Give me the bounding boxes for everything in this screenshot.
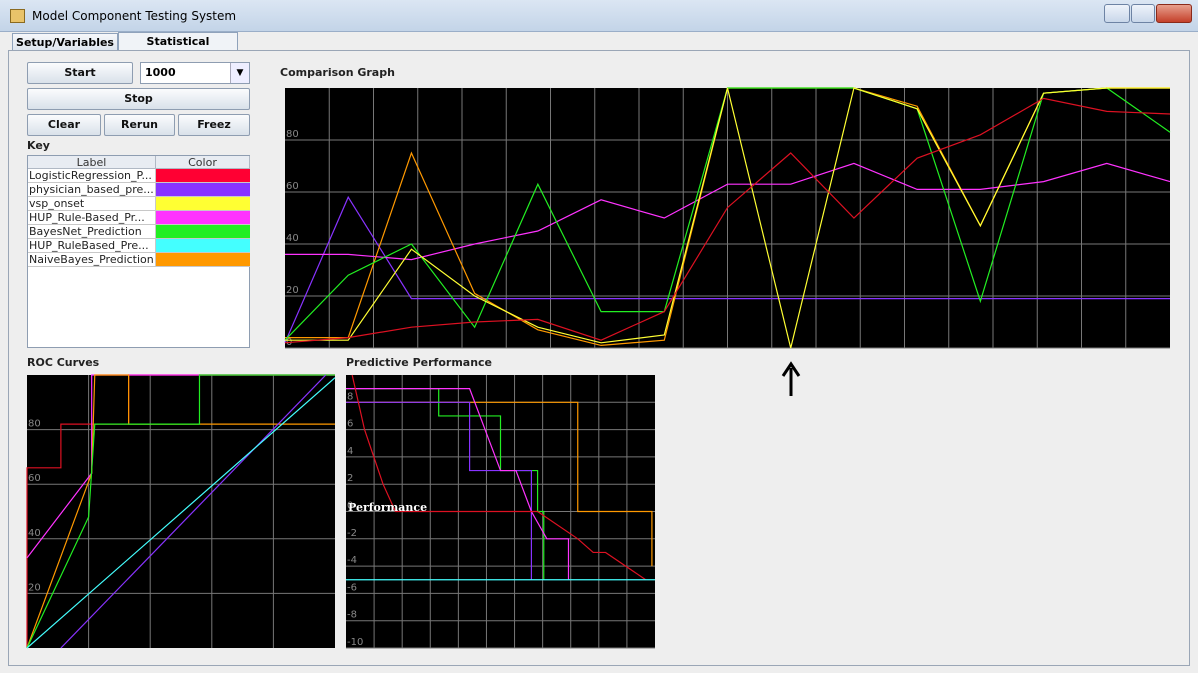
window-title: Model Component Testing System bbox=[32, 9, 237, 23]
key-label: vsp_onset bbox=[28, 197, 156, 211]
y-tick-label: 4 bbox=[347, 446, 353, 457]
key-color bbox=[156, 183, 250, 197]
key-label: HUP_RuleBased_Pre... bbox=[28, 239, 156, 253]
count-combo[interactable]: 1000 ▼ bbox=[140, 62, 250, 84]
y-tick-label: -8 bbox=[347, 610, 357, 621]
y-tick-label: 40 bbox=[286, 233, 299, 244]
title-bar bbox=[0, 0, 1198, 32]
key-label: LogisticRegression_P... bbox=[28, 169, 156, 183]
key-label: HUP_Rule-Based_Pr... bbox=[28, 211, 156, 225]
y-tick-label: 0 bbox=[347, 501, 353, 512]
series-line bbox=[346, 401, 653, 567]
y-tick-label: -4 bbox=[347, 555, 357, 566]
combo-arrow[interactable]: ▼ bbox=[230, 63, 249, 83]
key-color bbox=[156, 197, 250, 211]
combo-value: 1000 bbox=[145, 66, 176, 79]
start-button[interactable]: Start bbox=[27, 62, 133, 84]
series-line bbox=[346, 401, 533, 580]
series-line bbox=[284, 195, 1170, 344]
key-color bbox=[156, 253, 250, 267]
arrow bbox=[781, 361, 801, 396]
annotation: Performance bbox=[348, 501, 427, 514]
y-tick-label: -2 bbox=[347, 528, 357, 539]
y-tick-label: 6 bbox=[347, 419, 353, 430]
key-label: physician_based_pre... bbox=[28, 183, 156, 197]
key-color bbox=[156, 211, 250, 225]
key-header: Color bbox=[156, 156, 250, 169]
y-tick-label: 20 bbox=[286, 285, 299, 296]
close-button[interactable] bbox=[1156, 4, 1192, 23]
stop-button[interactable]: Stop bbox=[27, 88, 250, 110]
chart-title: Predictive Performance bbox=[346, 356, 493, 369]
y-tick-label: -6 bbox=[347, 582, 357, 593]
series-line bbox=[26, 374, 335, 649]
key-color bbox=[156, 239, 250, 253]
key-color bbox=[156, 225, 250, 239]
y-tick-label: 20 bbox=[28, 582, 41, 593]
y-tick-label: 80 bbox=[28, 419, 41, 430]
key-table: Label Color LogisticRegression_P... physi… bbox=[27, 155, 250, 348]
series-line bbox=[284, 97, 1171, 344]
series-line bbox=[285, 162, 1171, 261]
series-line bbox=[285, 87, 1170, 349]
key-header: Label bbox=[28, 156, 156, 169]
y-tick-label: 80 bbox=[286, 129, 299, 140]
tab[interactable]: Setup/Variables bbox=[12, 33, 118, 51]
y-tick-label: 2 bbox=[347, 473, 353, 484]
chart-title: Comparison Graph bbox=[280, 66, 395, 79]
clear-button[interactable]: Clear bbox=[27, 114, 101, 136]
freeze-button[interactable]: Freez bbox=[178, 114, 250, 136]
series-line bbox=[346, 388, 570, 580]
key-label: NaiveBayes_Prediction bbox=[28, 253, 156, 267]
key-title: Key bbox=[27, 139, 50, 152]
app-icon bbox=[10, 9, 25, 23]
minimize-button[interactable] bbox=[1104, 4, 1130, 23]
chart-title: ROC Curves bbox=[27, 356, 100, 369]
y-tick-label: 40 bbox=[28, 528, 41, 539]
series-line bbox=[26, 377, 336, 649]
y-tick-label: 60 bbox=[28, 473, 41, 484]
y-tick-label: 60 bbox=[286, 181, 299, 192]
y-tick-label: -10 bbox=[347, 637, 363, 648]
y-tick-label: 8 bbox=[347, 391, 353, 402]
series-line bbox=[60, 374, 327, 649]
key-color bbox=[156, 169, 250, 183]
series-line bbox=[351, 374, 647, 581]
rerun-button[interactable]: Rerun bbox=[104, 114, 175, 136]
key-label: BayesNet_Prediction bbox=[28, 225, 156, 239]
maximize-button[interactable] bbox=[1131, 4, 1155, 23]
